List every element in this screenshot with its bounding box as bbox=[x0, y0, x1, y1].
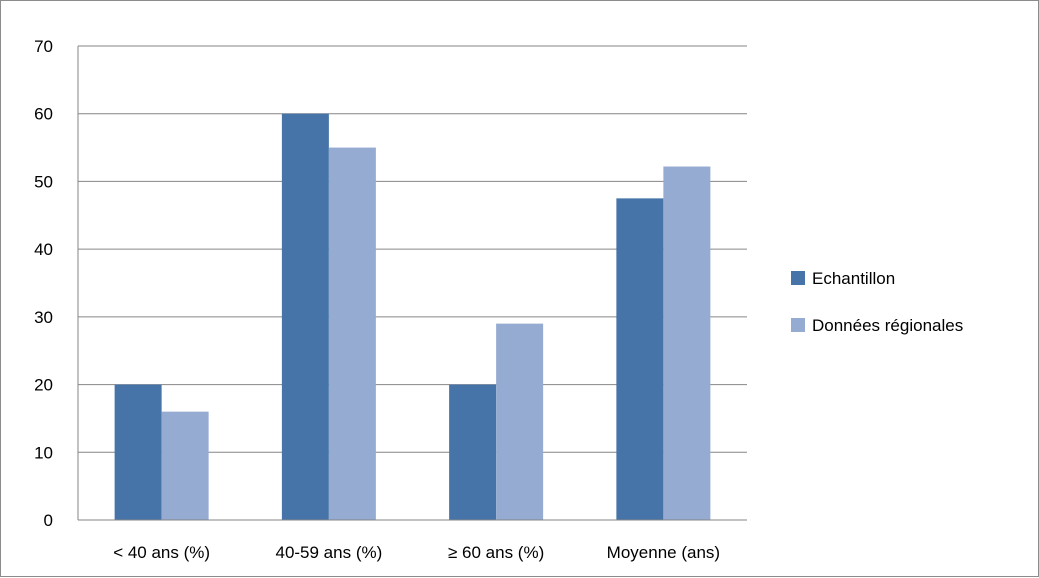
x-tick-label: Moyenne (ans) bbox=[607, 543, 720, 562]
legend-swatch-0 bbox=[791, 271, 805, 285]
bar-donn-es-r-gionales-1 bbox=[328, 147, 376, 521]
y-tick-label: 40 bbox=[34, 240, 53, 259]
legend-label: Données régionales bbox=[812, 316, 963, 335]
bar-echantillon-2 bbox=[449, 384, 497, 520]
y-tick-label: 50 bbox=[34, 172, 53, 191]
axes: 0 10 20 30 40 50 60 70 < 40 ans (%) 40-59 ans (%)… bbox=[34, 37, 747, 562]
legend: Echantillon Données régionales bbox=[791, 269, 963, 335]
x-tick-label: ≥ 60 ans (%) bbox=[448, 543, 544, 562]
bar-echantillon-3 bbox=[616, 198, 664, 520]
y-tick-label: 10 bbox=[34, 443, 53, 462]
y-tick-label: 60 bbox=[34, 105, 53, 124]
bars bbox=[114, 113, 711, 521]
bar-donn-es-r-gionales-2 bbox=[496, 323, 544, 520]
bar-echantillon-1 bbox=[281, 113, 329, 520]
x-tick-label: 40-59 ans (%) bbox=[275, 543, 382, 562]
x-tick-label: < 40 ans (%) bbox=[113, 543, 210, 562]
bar-donn-es-r-gionales-0 bbox=[161, 411, 209, 520]
bar-echantillon-0 bbox=[114, 384, 162, 520]
y-tick-label: 70 bbox=[34, 37, 53, 56]
legend-label: Echantillon bbox=[812, 269, 895, 288]
y-tick-label: 20 bbox=[34, 376, 53, 395]
bar-donn-es-r-gionales-3 bbox=[663, 166, 711, 520]
y-tick-label: 30 bbox=[34, 308, 53, 327]
y-tick-label: 0 bbox=[44, 511, 53, 530]
legend-swatch-1 bbox=[791, 318, 805, 332]
